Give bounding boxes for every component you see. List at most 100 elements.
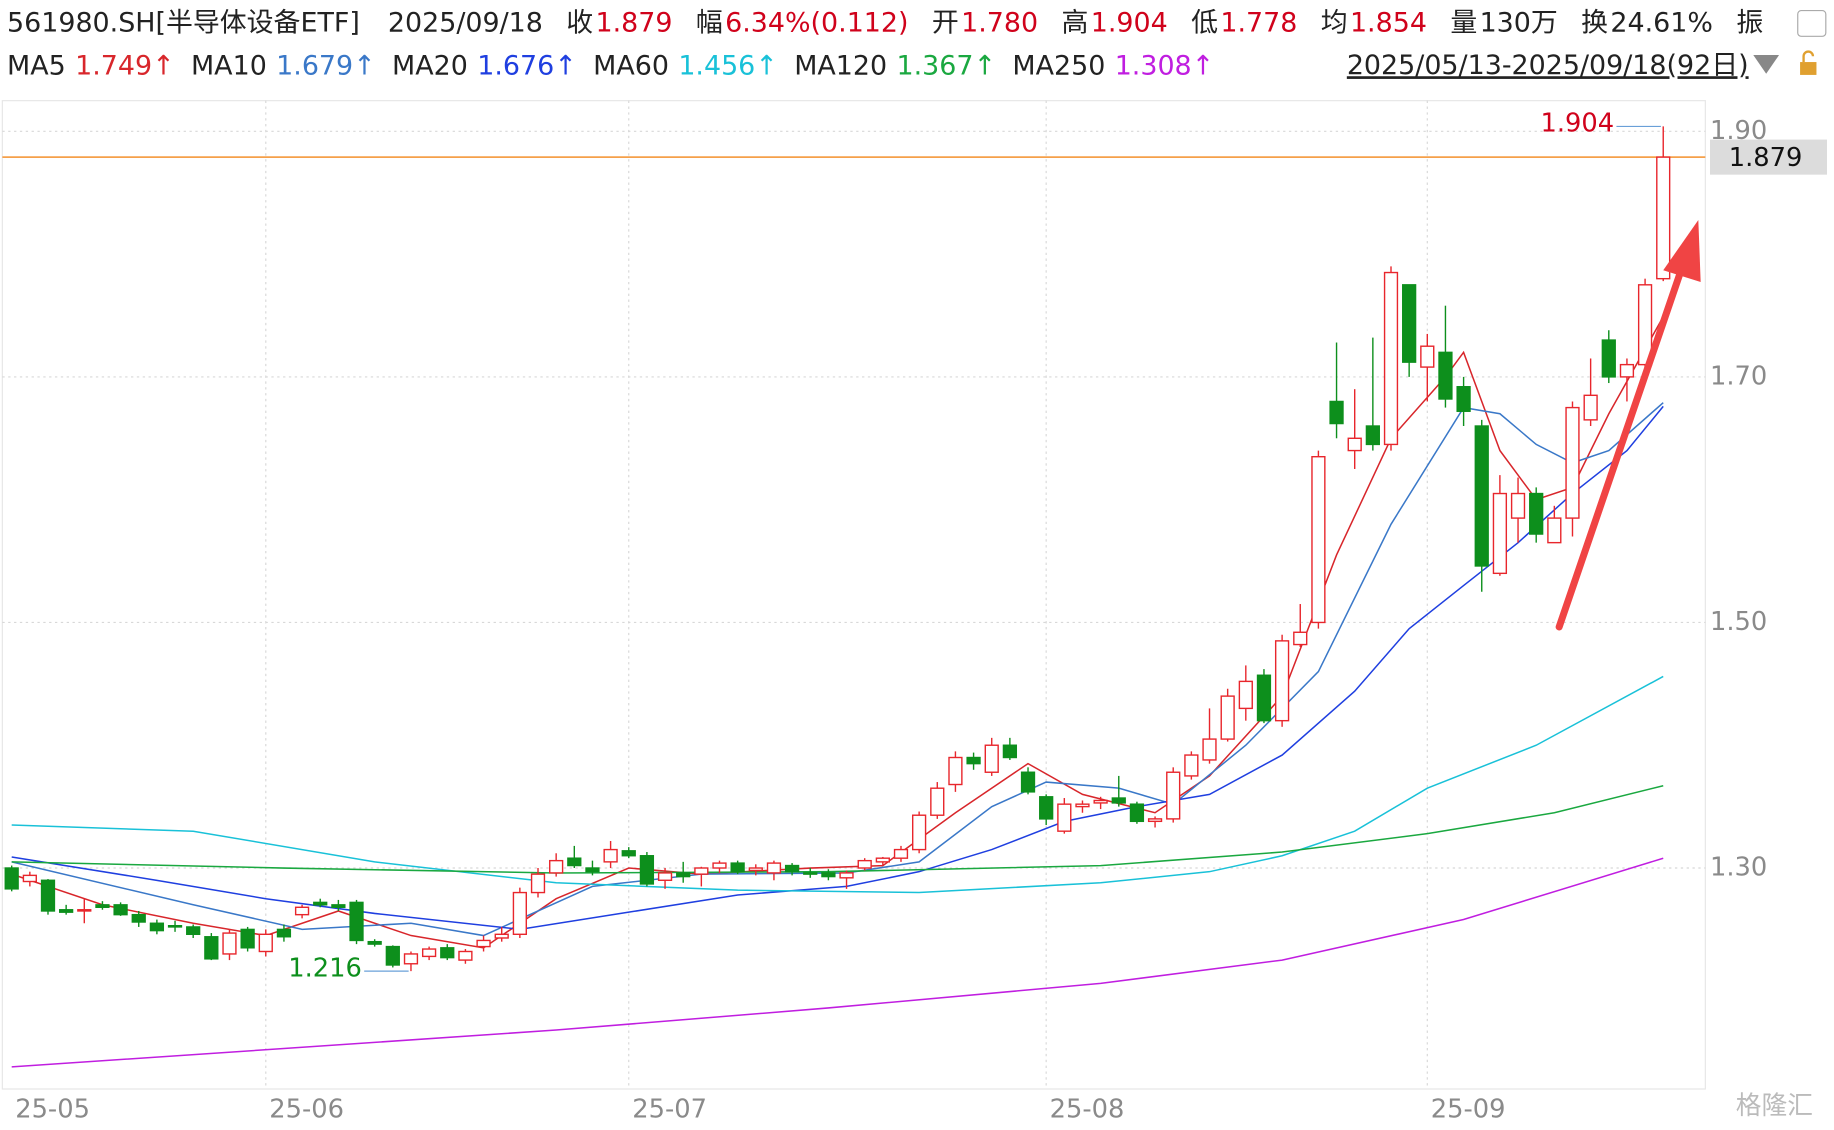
candle-body: [367, 940, 382, 945]
date-range[interactable]: 2025/05/13-2025/09/18(92日): [1347, 50, 1749, 81]
candle-body: [1329, 400, 1344, 425]
candle-body: [1619, 363, 1635, 378]
candle-body: [766, 862, 782, 874]
candle-body: [1510, 492, 1526, 519]
candle-body: [113, 904, 128, 916]
candle-body: [276, 928, 292, 938]
field-value: 1.780: [961, 7, 1038, 38]
candle-body: [1238, 680, 1253, 710]
legend-value: 1.676↑: [477, 50, 577, 81]
legend-value: 1.367↑: [897, 50, 997, 81]
candle-body: [1184, 754, 1199, 777]
candle-body: [621, 850, 636, 857]
date: 2025/09/18: [388, 7, 543, 38]
candle-body: [966, 756, 981, 765]
field-label: 量: [1450, 7, 1477, 38]
candle-body: [1637, 284, 1653, 366]
legend-value: 1.308↑: [1115, 50, 1215, 81]
candle-body: [1057, 803, 1072, 832]
candle-body: [803, 872, 818, 875]
field-value: 1.879: [596, 7, 673, 38]
candle-body: [494, 933, 509, 939]
candle-body: [421, 948, 437, 958]
candle-body: [349, 901, 364, 942]
candle-body: [875, 857, 890, 863]
ticker: 561980.SH[半导体设备ETF]: [7, 7, 360, 38]
candle-body: [1420, 345, 1435, 368]
field-value: 1.904: [1091, 7, 1168, 38]
candle-body: [1601, 339, 1616, 378]
candle-body: [1365, 425, 1380, 446]
candle-body: [1347, 437, 1362, 452]
candle-body: [930, 787, 945, 816]
candle-body: [857, 859, 872, 869]
field-label: 均: [1321, 7, 1348, 38]
candle-body: [1129, 803, 1145, 823]
candle-body: [1402, 284, 1417, 363]
candle-body: [222, 932, 237, 955]
legend-value: 1.679↑: [276, 50, 376, 81]
candle-body: [1565, 406, 1580, 519]
candle-body: [512, 891, 527, 936]
candle-body: [1274, 640, 1290, 722]
field-value: 6.34%(0.112): [725, 7, 908, 38]
candle-body: [258, 933, 273, 953]
candle-body: [1075, 803, 1090, 808]
candle-body: [313, 901, 328, 906]
candle-body: [385, 945, 400, 966]
field-value: 24.61%: [1610, 7, 1713, 38]
candle-body: [1093, 799, 1108, 804]
field-label: 高: [1062, 7, 1089, 38]
candle-body: [1456, 386, 1471, 412]
field-value: 1.778: [1220, 7, 1297, 38]
y-tick-label: 1.50: [1710, 607, 1767, 637]
legend-name: MA250: [1012, 50, 1105, 81]
candle-body: [1583, 394, 1598, 421]
x-tick-label: 25-06: [269, 1095, 344, 1125]
plot-frame: [1, 100, 1706, 1090]
candle-body: [1311, 456, 1326, 624]
candle-body: [1474, 425, 1489, 567]
candle-body: [40, 879, 56, 912]
candle-body: [240, 928, 255, 949]
candle-body: [294, 906, 310, 916]
lock-shackle: [1802, 50, 1815, 63]
candle-body: [585, 867, 600, 873]
candle-body: [984, 744, 999, 773]
ma-line: [11, 675, 1664, 894]
legend-name: MA5: [7, 50, 66, 81]
legend-name: MA20: [392, 50, 468, 81]
ma-line: [11, 857, 1664, 1068]
candle-body: [821, 872, 836, 878]
last-price-label: 1.879: [1729, 143, 1803, 173]
candle-body: [948, 756, 963, 786]
y-tick-label: 1.30: [1710, 853, 1767, 883]
candle-body: [331, 904, 346, 908]
candle-body: [530, 873, 546, 894]
candle-body: [1147, 818, 1163, 823]
candle-body: [1438, 351, 1453, 400]
candle-body: [1492, 492, 1508, 575]
candle-body: [1529, 492, 1544, 535]
lock-icon[interactable]: [1800, 62, 1817, 75]
candle-body: [1002, 744, 1018, 759]
legend-name: MA60: [593, 50, 669, 81]
candle-body: [1256, 674, 1272, 722]
candle-body: [730, 862, 745, 873]
candle-body: [657, 872, 673, 881]
candle-body: [440, 947, 455, 959]
settings-icon[interactable]: [1797, 10, 1827, 37]
candle-body: [694, 867, 709, 875]
candle-body: [1020, 771, 1036, 793]
y-tick-label: 1.70: [1710, 361, 1767, 391]
candle-body: [403, 953, 419, 965]
ma-legend: MA5 1.749↑ MA10 1.679↑ MA20 1.676↑ MA60 1.456↑ M…: [7, 50, 1214, 81]
candle-body: [1166, 771, 1181, 820]
candle-body: [149, 922, 165, 932]
candle-body: [131, 913, 146, 923]
last-price-tag: [1710, 139, 1827, 175]
candle-body: [59, 909, 74, 913]
dropdown-icon[interactable]: [1753, 55, 1780, 74]
